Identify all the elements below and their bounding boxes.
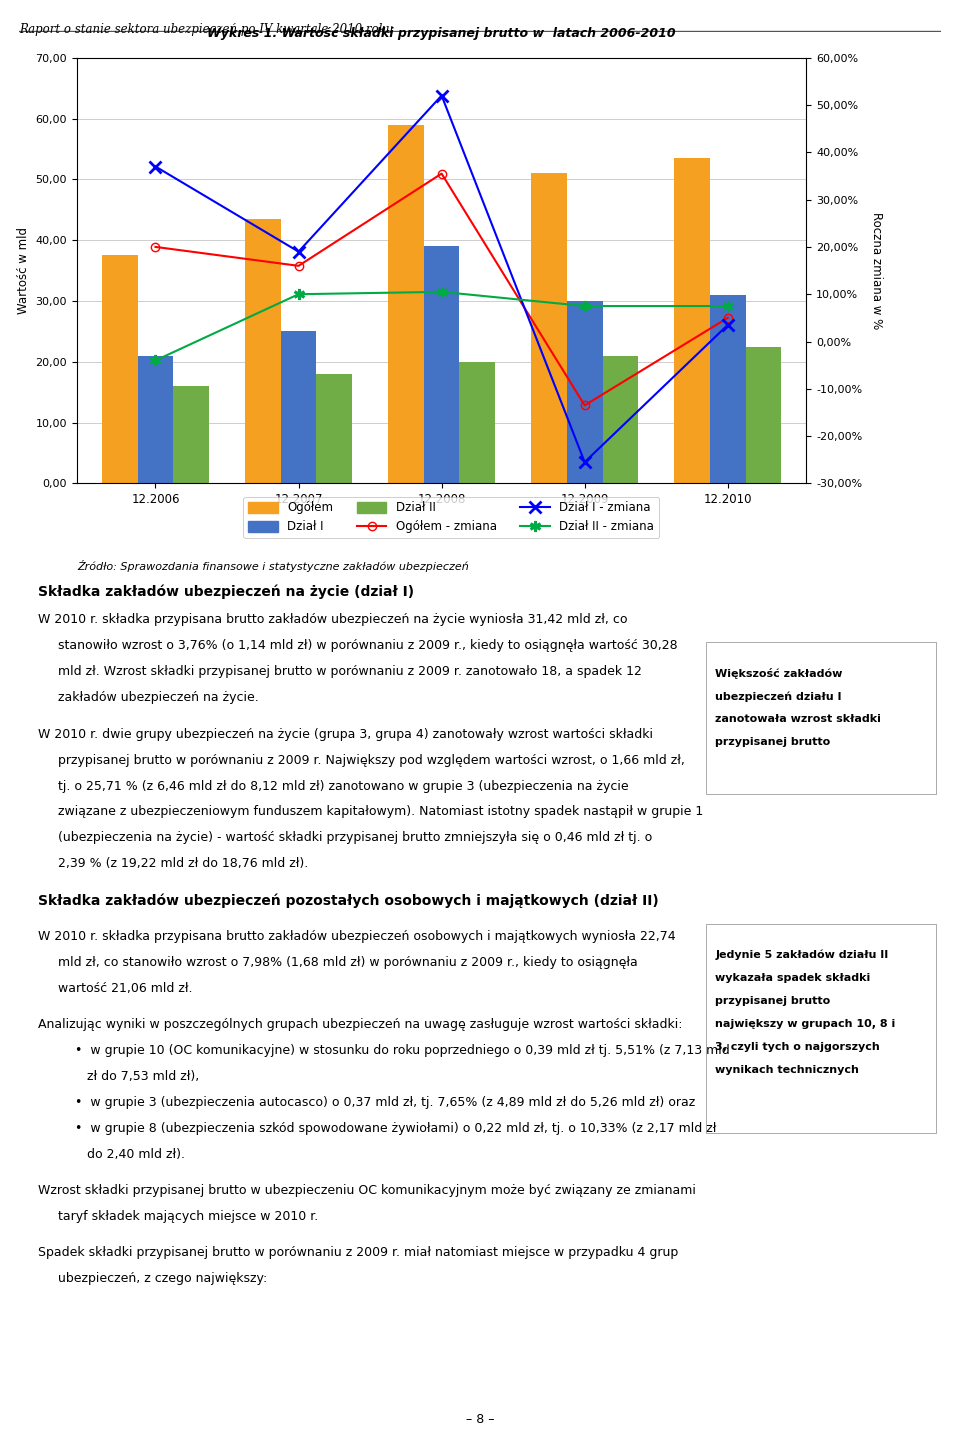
Text: przypisanej brutto w porównaniu z 2009 r. Największy pod względem wartości wzros: przypisanej brutto w porównaniu z 2009 r…: [38, 753, 685, 766]
Text: zanotowała wzrost składki: zanotowała wzrost składki: [715, 714, 881, 724]
Y-axis label: Wartość w mld: Wartość w mld: [17, 227, 30, 315]
Text: taryf składek mających miejsce w 2010 r.: taryf składek mających miejsce w 2010 r.: [38, 1211, 319, 1224]
Text: Źródło: Sprawozdania finansowe i statystyczne zakładów ubezpieczeń: Źródło: Sprawozdania finansowe i statyst…: [77, 560, 468, 571]
Text: wartość 21,06 mld zł.: wartość 21,06 mld zł.: [38, 981, 193, 994]
Text: przypisanej brutto: przypisanej brutto: [715, 737, 830, 747]
Bar: [460, 362, 495, 483]
Text: Większość zakładów: Większość zakładów: [715, 668, 843, 680]
Text: 3, czyli tych o najgorszych: 3, czyli tych o najgorszych: [715, 1042, 880, 1052]
Bar: [531, 173, 566, 483]
Text: W 2010 r. dwie grupy ubezpieczeń na życie (grupa 3, grupa 4) zanotowały wzrost w: W 2010 r. dwie grupy ubezpieczeń na życi…: [38, 727, 654, 740]
Text: Składka zakładów ubezpieczeń na życie (dział I): Składka zakładów ubezpieczeń na życie (d…: [38, 584, 415, 599]
Text: wynikach technicznych: wynikach technicznych: [715, 1065, 859, 1075]
Bar: [137, 355, 174, 483]
Text: Spadek składki przypisanej brutto w porównaniu z 2009 r. miał natomiast miejsce : Spadek składki przypisanej brutto w poró…: [38, 1247, 679, 1260]
Text: zakładów ubezpieczeń na życie.: zakładów ubezpieczeń na życie.: [38, 691, 259, 704]
Text: W 2010 r. składka przypisana brutto zakładów ubezpieczeń osobowych i majątkowych: W 2010 r. składka przypisana brutto zakł…: [38, 929, 676, 942]
Text: wykazała spadek składki: wykazała spadek składki: [715, 973, 871, 983]
Text: (ubezpieczenia na życie) - wartość składki przypisanej brutto zmniejszyła się o : (ubezpieczenia na życie) - wartość skład…: [38, 831, 653, 844]
Bar: [388, 124, 423, 483]
Bar: [174, 387, 209, 483]
Text: •  w grupie 8 (ubezpieczenia szkód spowodowane żywiołami) o 0,22 mld zł, tj. o 1: • w grupie 8 (ubezpieczenia szkód spowod…: [67, 1121, 716, 1134]
Text: ubezpieczeń, z czego największy:: ubezpieczeń, z czego największy:: [38, 1273, 268, 1286]
Text: Raport o stanie sektora ubezpieczeń po IV kwartale 2010 roku: Raport o stanie sektora ubezpieczeń po I…: [19, 23, 394, 36]
Text: Składka zakładów ubezpieczeń pozostałych osobowych i majątkowych (dział II): Składka zakładów ubezpieczeń pozostałych…: [38, 893, 660, 908]
Bar: [709, 294, 746, 483]
Text: Analizując wyniki w poszczególnych grupach ubezpieczeń na uwagę zasługuje wzrost: Analizując wyniki w poszczególnych grupa…: [38, 1017, 683, 1030]
Text: do 2,40 mld zł).: do 2,40 mld zł).: [67, 1147, 185, 1160]
Bar: [746, 346, 781, 483]
Text: mld zł, co stanowiło wzrost o 7,98% (1,68 mld zł) w porównaniu z 2009 r., kiedy : mld zł, co stanowiło wzrost o 7,98% (1,6…: [38, 955, 638, 968]
Bar: [566, 302, 603, 483]
Text: •  w grupie 3 (ubezpieczenia autocasco) o 0,37 mld zł, tj. 7,65% (z 4,89 mld zł : • w grupie 3 (ubezpieczenia autocasco) o…: [67, 1095, 695, 1108]
Bar: [102, 255, 137, 483]
Text: stanowiło wzrost o 3,76% (o 1,14 mld zł) w porównaniu z 2009 r., kiedy to osiągn: stanowiło wzrost o 3,76% (o 1,14 mld zł)…: [38, 639, 678, 652]
Legend: Ogółem, Dział I, Dział II, Ogółem - zmiana, Dział I - zmiana, Dział II - zmiana: Ogółem, Dział I, Dział II, Ogółem - zmia…: [244, 496, 659, 538]
Text: mld zł. Wzrost składki przypisanej brutto w porównaniu z 2009 r. zanotowało 18, : mld zł. Wzrost składki przypisanej brutt…: [38, 665, 642, 678]
Text: przypisanej brutto: przypisanej brutto: [715, 996, 830, 1006]
Bar: [603, 355, 638, 483]
Text: ubezpieczeń działu I: ubezpieczeń działu I: [715, 691, 842, 701]
Text: W 2010 r. składka przypisana brutto zakładów ubezpieczeń na życie wyniosła 31,42: W 2010 r. składka przypisana brutto zakł…: [38, 613, 628, 626]
Text: – 8 –: – 8 –: [466, 1413, 494, 1426]
Bar: [317, 374, 352, 483]
Text: tj. o 25,71 % (z 6,46 mld zł do 8,12 mld zł) zanotowano w grupie 3 (ubezpieczeni: tj. o 25,71 % (z 6,46 mld zł do 8,12 mld…: [38, 779, 629, 792]
Bar: [423, 247, 460, 483]
Text: 2,39 % (z 19,22 mld zł do 18,76 mld zł).: 2,39 % (z 19,22 mld zł do 18,76 mld zł).: [38, 857, 309, 870]
Text: Wykres 1. Wartość składki przypisanej brutto w  latach 2006-2010: Wykres 1. Wartość składki przypisanej br…: [207, 27, 676, 40]
Bar: [245, 219, 280, 483]
Text: •  w grupie 10 (OC komunikacyjne) w stosunku do roku poprzedniego o 0,39 mld zł : • w grupie 10 (OC komunikacyjne) w stosu…: [67, 1043, 730, 1056]
Bar: [674, 159, 709, 483]
Text: związane z ubezpieczeniowym funduszem kapitałowym). Natomiast istotny spadek nas: związane z ubezpieczeniowym funduszem ka…: [38, 805, 704, 818]
Bar: [280, 332, 317, 483]
Y-axis label: Roczna zmiana w %: Roczna zmiana w %: [870, 212, 883, 329]
Text: Wzrost składki przypisanej brutto w ubezpieczeniu OC komunikacyjnym może być zwi: Wzrost składki przypisanej brutto w ubez…: [38, 1185, 696, 1198]
Text: największy w grupach 10, 8 i: największy w grupach 10, 8 i: [715, 1019, 896, 1029]
Text: Jedynie 5 zakładów działu II: Jedynie 5 zakładów działu II: [715, 949, 888, 960]
Text: zł do 7,53 mld zł),: zł do 7,53 mld zł),: [67, 1069, 200, 1082]
